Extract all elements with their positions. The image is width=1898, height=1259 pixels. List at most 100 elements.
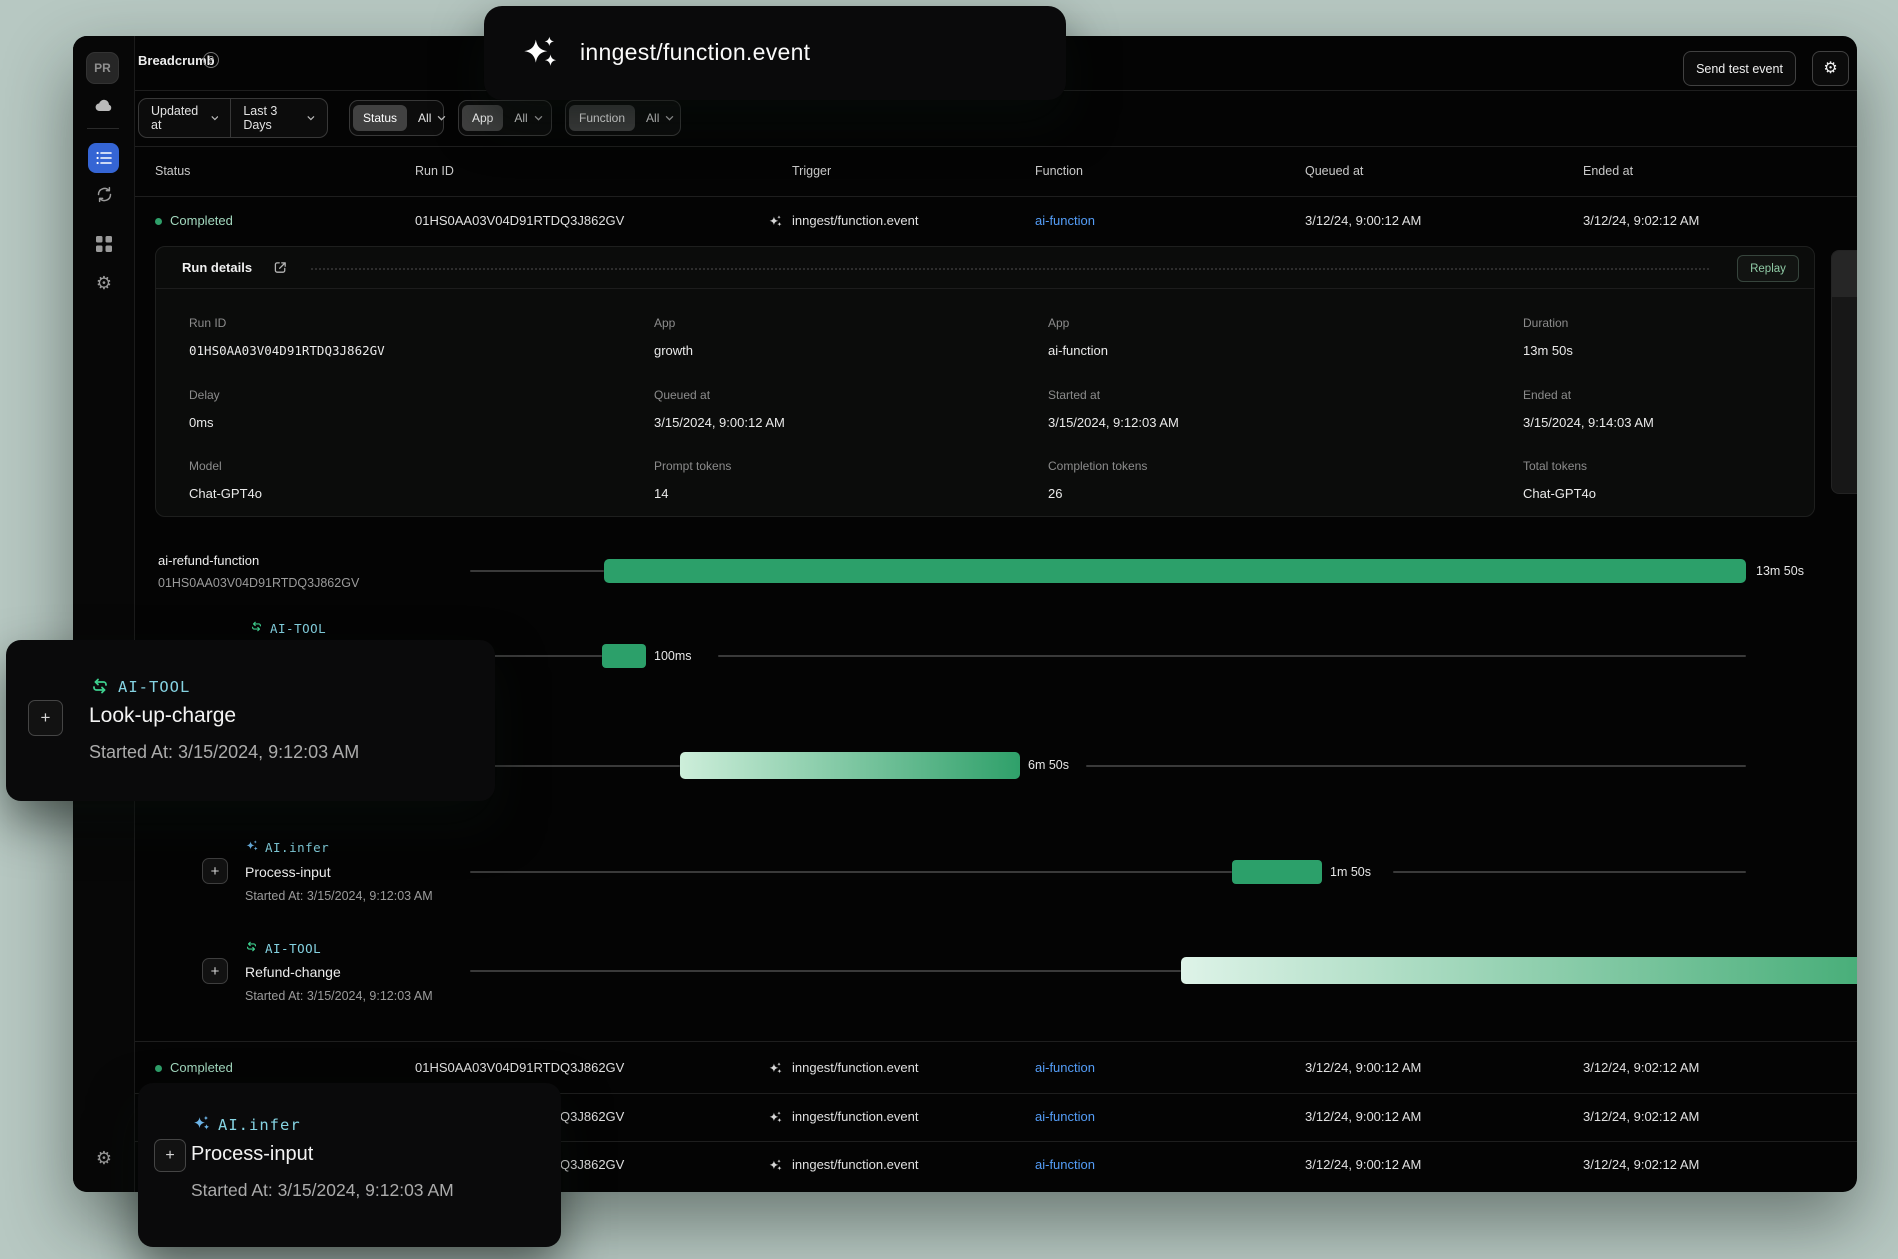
field-value-app-link[interactable]: ai-function: [1048, 343, 1108, 358]
step-tag: AI.infer: [265, 840, 330, 855]
field-value: 0ms: [189, 415, 214, 430]
function-filter-label: Function: [569, 105, 636, 131]
function-link[interactable]: ai-function: [1035, 213, 1095, 228]
timeline-bar-root[interactable]: [604, 559, 1746, 583]
send-test-event-button[interactable]: Send test event: [1683, 51, 1796, 86]
sparkle-icon: [768, 1158, 783, 1173]
plus-icon: +: [40, 708, 51, 727]
field-value: 26: [1048, 486, 1063, 501]
col-trigger: Trigger: [792, 164, 832, 178]
field-label: App: [654, 316, 676, 330]
sparkle-icon: [192, 1114, 211, 1133]
field-value: 3/15/2024, 9:12:03 AM: [1048, 415, 1179, 430]
popover-started-at: Started At: 3/15/2024, 9:12:03 AM: [89, 742, 360, 762]
sidebar: PR ⚙ ⚙: [73, 36, 135, 1192]
field-value: 13m 50s: [1523, 343, 1573, 358]
expand-step-button[interactable]: +: [202, 858, 228, 884]
event-popover-label: inngest/function.event: [580, 39, 811, 65]
function-link[interactable]: ai-function: [1035, 1060, 1095, 1075]
duration-label: 6m 50s: [1028, 758, 1069, 772]
field-label: Completion tokens: [1048, 459, 1148, 473]
timeline-track: [470, 765, 680, 767]
field-label: Duration: [1523, 316, 1569, 330]
status-dot: [155, 1065, 162, 1072]
run-details-panel: Run details Replay Run ID 01HS0AA03V04D9…: [155, 246, 1815, 517]
event-popover: inngest/function.event: [484, 6, 1066, 100]
cloud-icon[interactable]: [73, 98, 135, 112]
function-link[interactable]: ai-function: [1035, 1157, 1095, 1172]
breadcrumb: Breadcrumb: [138, 53, 215, 68]
field-label: Started at: [1048, 388, 1101, 402]
timeline-track: [470, 871, 1232, 873]
app-filter[interactable]: App All: [458, 100, 552, 136]
sort-range-filter: Updated at Last 3 Days: [138, 98, 328, 138]
field-value-run-id: 01HS0AA03V04D91RTDQ3J862GV: [189, 343, 385, 358]
date-range-dropdown[interactable]: Last 3 Days: [231, 99, 327, 137]
row-divider: [135, 1093, 1857, 1094]
settings-bottom-icon[interactable]: ⚙: [73, 1149, 135, 1167]
loop-icon: [245, 940, 258, 953]
sparkle-icon: [245, 839, 259, 853]
timeline-bar-refund-change[interactable]: [1181, 957, 1857, 984]
field-label: App: [1048, 316, 1070, 330]
sidebar-item-runs[interactable]: [88, 143, 119, 173]
field-label: Queued at: [654, 388, 711, 402]
function-filter[interactable]: Function All: [565, 100, 681, 136]
status-filter[interactable]: Status All: [349, 100, 446, 136]
row-divider: [135, 1141, 1857, 1142]
step-started-at: Started At: 3/15/2024, 9:12:03 AM: [245, 989, 433, 1003]
col-function: Function: [1035, 164, 1083, 178]
field-label: Delay: [189, 388, 220, 402]
popover-started-at: Started At: 3/15/2024, 9:12:03 AM: [191, 1180, 454, 1200]
field-value: Chat-GPT4o: [1523, 486, 1596, 501]
field-value-app-link[interactable]: growth: [654, 343, 694, 358]
settings-button[interactable]: ⚙: [1812, 51, 1849, 86]
ai-tool-popover: + AI-TOOL Look-up-charge Started At: 3/1…: [6, 640, 495, 801]
replay-button[interactable]: Replay: [1737, 255, 1799, 282]
step-tag: AI-TOOL: [265, 941, 322, 956]
loop-icon: [90, 676, 110, 696]
ai-infer-popover: + AI.infer Process-input Started At: 3/1…: [138, 1083, 561, 1247]
avatar[interactable]: PR: [86, 52, 119, 84]
chevron-down-icon: [307, 116, 315, 121]
chevron-down-icon: [534, 115, 543, 121]
chevron-down-icon: [437, 115, 446, 121]
step-tag-clipped: AI-TOOL: [270, 621, 327, 636]
timeline-track: [470, 570, 604, 572]
chevron-down-icon: [211, 116, 219, 121]
external-link-icon[interactable]: [272, 259, 289, 276]
field-label: Run ID: [189, 316, 227, 330]
field-value: 3/15/2024, 9:00:12 AM: [654, 415, 785, 430]
timeline-track: [718, 655, 1746, 657]
expand-step-button[interactable]: +: [202, 958, 228, 984]
sidebar-divider: [87, 128, 119, 129]
loop-icon: [250, 620, 263, 633]
expand-step-button[interactable]: +: [28, 700, 63, 736]
timeline-track: [470, 655, 602, 657]
expand-step-button[interactable]: +: [154, 1139, 186, 1172]
timeline-bar-100ms[interactable]: [602, 644, 646, 668]
popover-step-name: Look-up-charge: [89, 704, 237, 727]
sync-icon[interactable]: [73, 186, 135, 203]
function-link[interactable]: ai-function: [1035, 1109, 1095, 1124]
sparkle-icon: [520, 33, 560, 73]
col-queued-at: Queued at: [1305, 164, 1364, 178]
app-window: PR ⚙ ⚙: [73, 36, 1857, 1192]
sort-dropdown[interactable]: Updated at: [139, 99, 230, 137]
step-name[interactable]: Refund-change: [245, 964, 341, 980]
sparkle-icon: [768, 214, 783, 229]
step-name[interactable]: Process-input: [245, 864, 331, 880]
settings-icon[interactable]: ⚙: [73, 274, 135, 292]
side-panel-peek[interactable]: [1831, 250, 1857, 494]
chevron-down-icon: [665, 115, 674, 121]
apps-grid-icon[interactable]: [73, 236, 135, 252]
help-icon[interactable]: ?: [203, 52, 219, 68]
duration-label: 13m 50s: [1756, 564, 1804, 578]
popover-step-name: Process-input: [191, 1143, 314, 1165]
duration-label: 100ms: [654, 649, 692, 663]
col-status: Status: [155, 164, 191, 178]
timeline-bar-1m50s[interactable]: [1232, 860, 1322, 884]
timeline-bar-6m50s[interactable]: [680, 752, 1020, 779]
dotted-divider: [311, 268, 1709, 270]
